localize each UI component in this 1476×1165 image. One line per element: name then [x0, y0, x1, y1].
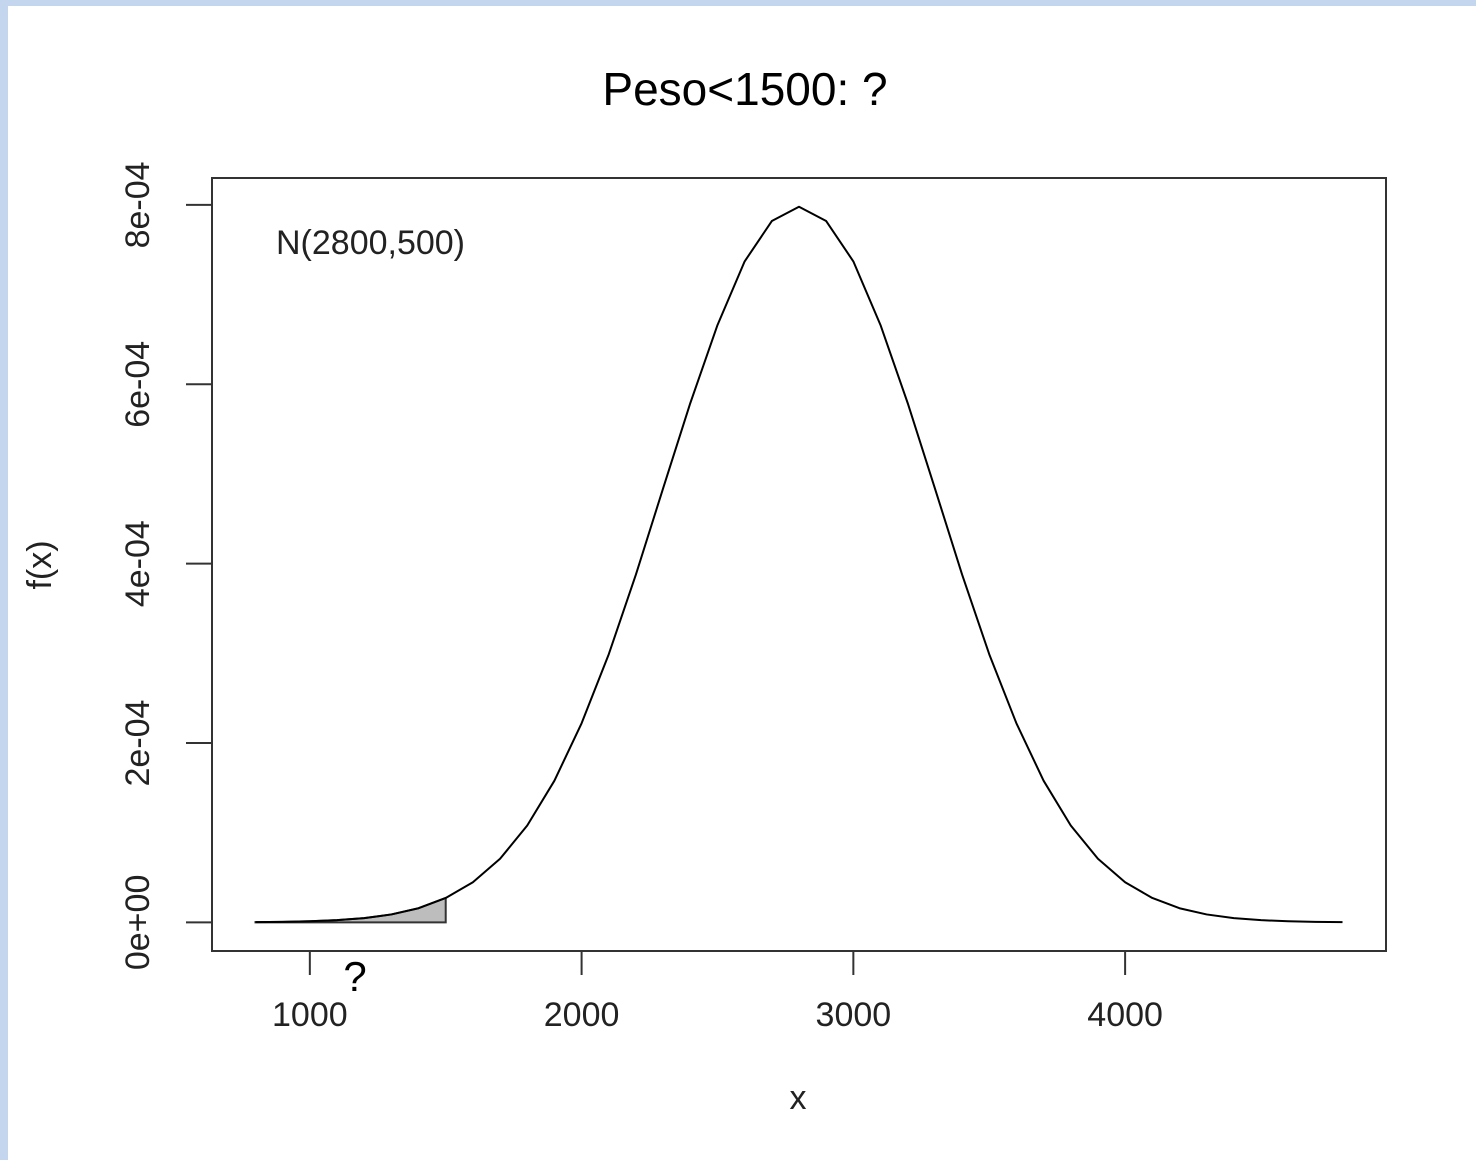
- annotation: N(2800,500): [276, 224, 465, 262]
- x-axis-label: x: [790, 1079, 807, 1117]
- x-tick-label: 1000: [272, 996, 348, 1034]
- y-tick-label: 0e+00: [119, 875, 157, 971]
- frame-top: [0, 0, 1476, 6]
- x-tick-label: 4000: [1087, 996, 1163, 1034]
- frame-left: [0, 0, 8, 1160]
- plot-box: [211, 177, 1387, 952]
- y-tick-label: 4e-04: [119, 520, 157, 607]
- y-tick-label: 2e-04: [119, 700, 157, 787]
- chart-title: Peso<1500: ?: [602, 63, 887, 115]
- y-axis-label: f(x): [21, 540, 59, 589]
- y-tick-label: 8e-04: [119, 161, 157, 248]
- annotation: ?: [343, 953, 366, 1000]
- density-curve: [255, 205, 1343, 924]
- x-tick-label: 2000: [544, 996, 620, 1034]
- x-tick-label: 3000: [816, 996, 892, 1034]
- y-tick-label: 6e-04: [119, 341, 157, 428]
